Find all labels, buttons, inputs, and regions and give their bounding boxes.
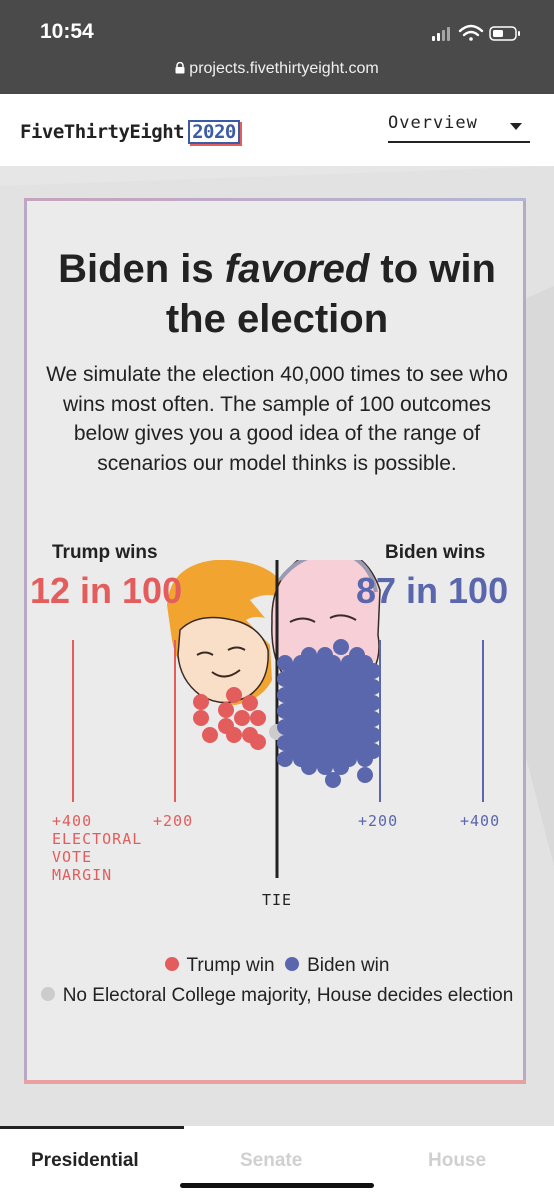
tab-house[interactable]: House bbox=[428, 1150, 487, 1171]
subtitle: We simulate the election 40,000 times to… bbox=[46, 363, 508, 475]
address-bar[interactable]: projects.fivethirtyeight.com bbox=[0, 60, 554, 78]
legend-row-1: Trump win Biden win bbox=[34, 951, 520, 981]
trump-win-dot bbox=[242, 695, 258, 711]
trump-win-dot bbox=[202, 727, 218, 743]
legend-house: No Electoral College majority, House dec… bbox=[62, 985, 514, 1006]
site-logo[interactable]: FiveThirtyEight 2020 bbox=[20, 120, 240, 144]
trump-face-illustration bbox=[167, 560, 286, 705]
overview-dropdown[interactable]: Overview bbox=[388, 113, 530, 143]
tick-right-400: +400 bbox=[460, 812, 501, 830]
trump-win-dot bbox=[250, 710, 266, 726]
biden-wins-label: Biden wins bbox=[385, 542, 486, 563]
card-bottom-border bbox=[24, 1080, 526, 1084]
trump-win-dot bbox=[218, 702, 234, 718]
legend-trump: Trump win bbox=[186, 955, 275, 976]
biden-win-dot bbox=[365, 711, 381, 727]
biden-win-dot bbox=[365, 695, 381, 711]
trump-win-dot bbox=[226, 727, 242, 743]
axis-caption: +400 ELECTORAL VOTE MARGIN bbox=[52, 812, 143, 884]
url-text: projects.fivethirtyeight.com bbox=[189, 60, 379, 77]
trump-win-dot bbox=[193, 710, 209, 726]
headline: Biden is favored to win the election bbox=[58, 247, 496, 341]
battery-icon bbox=[489, 26, 520, 41]
status-bar: 10:54 projects.fivethirtyeight.com bbox=[0, 0, 554, 94]
tie-label: TIE bbox=[262, 891, 293, 909]
logo-text: FiveThirtyEight bbox=[20, 121, 185, 143]
biden-win-dot bbox=[357, 767, 373, 783]
trump-wins-label: Trump wins bbox=[52, 542, 158, 563]
logo-year: 2020 bbox=[188, 120, 240, 144]
card-top-border bbox=[24, 198, 526, 201]
chevron-down-icon bbox=[510, 123, 522, 130]
legend-biden: Biden win bbox=[307, 955, 390, 976]
tab-presidential[interactable]: Presidential bbox=[31, 1150, 139, 1171]
home-indicator bbox=[180, 1183, 374, 1188]
tick-left-200: +200 bbox=[153, 812, 194, 830]
house-legend-dot bbox=[40, 987, 55, 1001]
trump-win-dot bbox=[226, 687, 242, 703]
trump-odds: 12 in 100 bbox=[30, 570, 183, 611]
wifi-icon bbox=[458, 24, 484, 41]
lock-icon bbox=[175, 61, 185, 74]
trump-win-dot bbox=[250, 734, 266, 750]
clock: 10:54 bbox=[40, 20, 94, 43]
legend-row-2: No Electoral College majority, House dec… bbox=[34, 981, 520, 1011]
biden-win-dot bbox=[365, 743, 381, 759]
biden-legend-dot bbox=[285, 957, 300, 971]
outcome-chart bbox=[72, 560, 484, 878]
biden-win-dot bbox=[365, 679, 381, 695]
site-header bbox=[0, 94, 554, 166]
trump-win-dot bbox=[234, 710, 250, 726]
tick-right-200: +200 bbox=[358, 812, 399, 830]
tab-senate[interactable]: Senate bbox=[240, 1150, 303, 1171]
trump-legend-dot bbox=[164, 957, 179, 971]
biden-win-dot bbox=[325, 772, 341, 788]
cell-signal-icon bbox=[432, 27, 450, 41]
overview-label: Overview bbox=[388, 113, 478, 133]
biden-win-dot bbox=[333, 639, 349, 655]
biden-odds: 87 in 100 bbox=[356, 570, 509, 611]
active-tab-indicator bbox=[0, 1126, 184, 1129]
biden-win-dot bbox=[365, 727, 381, 743]
status-icons bbox=[432, 22, 532, 51]
trump-win-dot bbox=[193, 694, 209, 710]
biden-win-dot bbox=[365, 663, 381, 679]
